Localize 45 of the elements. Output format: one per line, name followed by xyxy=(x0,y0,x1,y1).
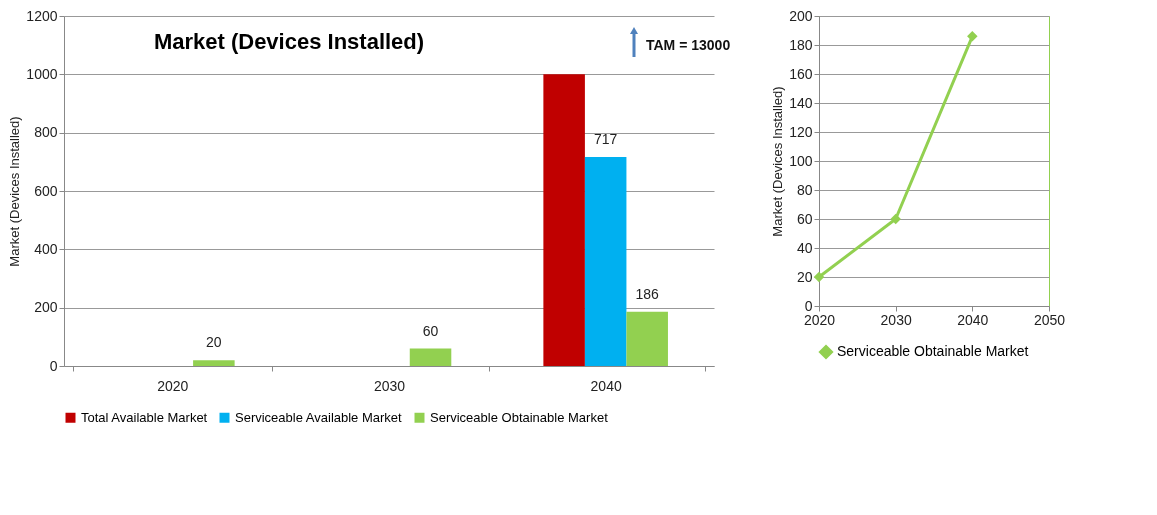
point xyxy=(813,271,825,283)
y-tick-label: 120 xyxy=(789,123,813,140)
bar xyxy=(543,74,585,366)
y-axis-title: Market (Devices Installed) xyxy=(7,116,23,267)
x-tick-label: 2030 xyxy=(373,377,406,394)
y-tick-label: 140 xyxy=(789,94,813,111)
y-axis-title: Market (Devices Installed) xyxy=(770,86,786,237)
data-label: 60 xyxy=(422,322,439,339)
bar xyxy=(193,360,235,366)
y-tick-label: 0 xyxy=(804,297,813,314)
y-tick-label: 180 xyxy=(789,36,813,53)
y-tick-label: 200 xyxy=(789,7,813,24)
y-tick-label: 80 xyxy=(796,181,813,198)
x-tick-label: 2040 xyxy=(957,311,989,328)
x-tick-label: 2050 xyxy=(1033,311,1066,328)
point xyxy=(967,31,978,42)
annotation: TAM = 13000 xyxy=(646,37,731,53)
y-tick-label: 20 xyxy=(796,268,813,285)
data-label: 717 xyxy=(593,130,618,147)
y-tick-label: 800 xyxy=(34,124,58,141)
y-tick-label: 600 xyxy=(34,182,58,199)
data-label: 20 xyxy=(206,334,222,351)
legend-label: Serviceable Obtainable Market xyxy=(430,409,609,425)
y-tick-label: 40 xyxy=(796,239,813,256)
x-tick-label: 2030 xyxy=(880,311,912,328)
y-tick-label: 1000 xyxy=(26,65,58,82)
x-tick-label: 2040 xyxy=(590,377,622,394)
y-tick-label: 200 xyxy=(34,299,58,316)
data-label: 186 xyxy=(635,285,660,302)
bar xyxy=(409,348,452,366)
x-tick-label: 2020 xyxy=(157,377,189,394)
text: Market (Devices Installed) xyxy=(153,29,425,54)
bar xyxy=(584,156,627,366)
y-tick-label: 60 xyxy=(796,210,813,227)
x-tick-label: 2020 xyxy=(803,311,836,328)
y-tick-label: 1200 xyxy=(26,7,58,24)
y-tick-label: 100 xyxy=(789,152,813,169)
point xyxy=(890,213,901,225)
legend-label: Serviceable Available Market xyxy=(235,409,403,425)
y-tick-label: 160 xyxy=(789,65,813,82)
bar xyxy=(626,311,668,366)
y-tick-label: 400 xyxy=(34,240,58,257)
y-tick-label: 0 xyxy=(49,357,58,374)
legend-label: Serviceable Obtainable Market xyxy=(837,343,1029,359)
legend-label: Total Available Market xyxy=(81,409,208,425)
